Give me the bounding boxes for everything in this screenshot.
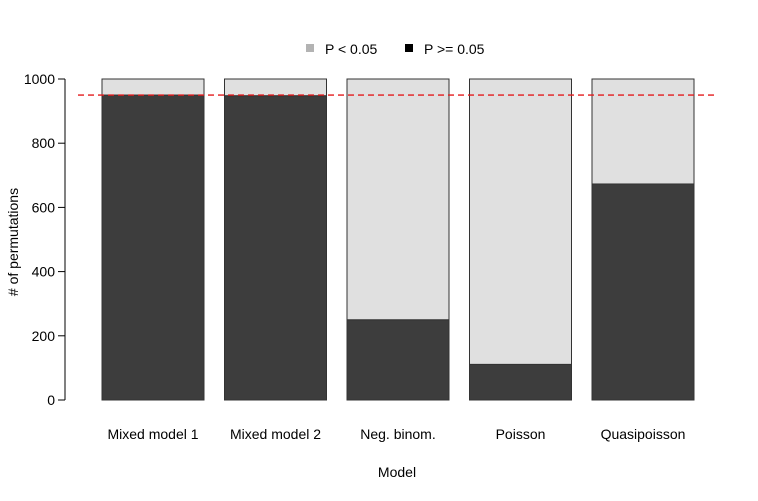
bar-mixed-model-1-p-0-05 bbox=[101, 78, 205, 96]
x-tick-label-poisson: Poisson bbox=[496, 426, 546, 442]
y-axis-label: # of permutations bbox=[5, 188, 21, 296]
bar-neg-binom-p-0-05 bbox=[346, 319, 450, 401]
x-axis-label: Model bbox=[378, 464, 416, 480]
bar-poisson-p-0-05 bbox=[469, 78, 572, 365]
legend-swatch-p-0-05 bbox=[405, 44, 413, 52]
x-axis: Mixed model 1 Mixed model 2 Neg. binom. Poi… bbox=[107, 426, 685, 442]
bar-neg-binom-p-0-05 bbox=[346, 78, 450, 321]
x-tick-label-quasipoisson: Quasipoisson bbox=[601, 426, 686, 442]
y-tick-label-800: 800 bbox=[32, 135, 56, 151]
legend-swatch-p-0-05 bbox=[306, 44, 314, 52]
y-tick-label-600: 600 bbox=[32, 199, 56, 215]
legend-label-p-0-05: P >= 0.05 bbox=[424, 41, 485, 57]
bar-mixed-model-2-p-0-05 bbox=[224, 78, 327, 97]
y-tick-label-0: 0 bbox=[47, 392, 55, 408]
bar-mixed-model-1-p-0-05 bbox=[101, 94, 205, 401]
y-tick-label-200: 200 bbox=[32, 328, 56, 344]
y-tick-label-400: 400 bbox=[32, 264, 56, 280]
bar-quasipoisson-p-0-05 bbox=[591, 78, 695, 185]
x-tick-label-neg-binom: Neg. binom. bbox=[360, 426, 435, 442]
bar-poisson-p-0-05 bbox=[469, 363, 572, 401]
bars bbox=[101, 78, 695, 401]
bar-mixed-model-2-p-0-05 bbox=[224, 95, 327, 401]
bar-quasipoisson-p-0-05 bbox=[591, 183, 695, 401]
y-axis: 0 200 400 600 800 1000 bbox=[24, 71, 66, 408]
x-tick-label-mixed-model-1: Mixed model 1 bbox=[107, 426, 198, 442]
legend-label-p-0-05: P < 0.05 bbox=[325, 41, 378, 57]
legend: P < 0.05 P >= 0.05 bbox=[306, 41, 485, 57]
x-tick-label-mixed-model-2: Mixed model 2 bbox=[230, 426, 321, 442]
y-tick-label-1000: 1000 bbox=[24, 71, 55, 87]
